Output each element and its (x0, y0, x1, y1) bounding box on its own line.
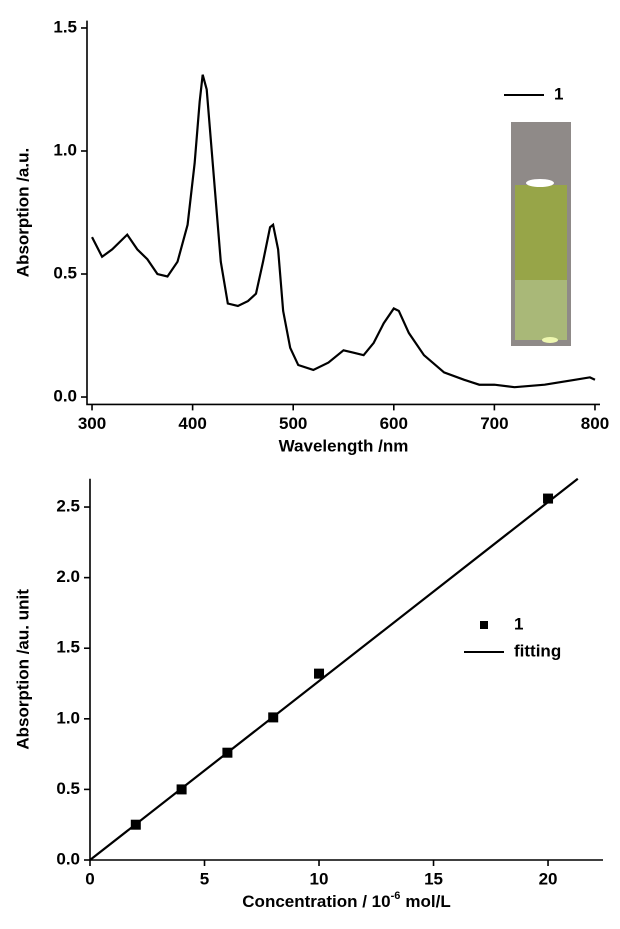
x-axis-label-unit: mol/L (405, 892, 450, 911)
x-axis-label: Concentration / 10-6 mol/L (242, 890, 450, 912)
legend-label: 1 (554, 84, 563, 103)
x-tick-label: 0 (85, 869, 94, 888)
axes (89, 478, 603, 861)
y-tick-label: 0.0 (53, 387, 77, 406)
y-tick-label: 0.5 (56, 779, 80, 798)
x-tick-label: 10 (310, 869, 329, 888)
y-tick-label: 1.0 (56, 708, 80, 727)
x-axis-label: Wavelength /nm (279, 437, 409, 456)
y-tick-label: 0.5 (53, 263, 77, 282)
y-axis-label: Absorption /au. unit (13, 589, 32, 750)
data-point (543, 493, 554, 504)
data-line (89, 477, 579, 861)
y-tick-label: 1.5 (53, 17, 77, 36)
x-tick-label: 300 (78, 414, 106, 433)
axes (86, 20, 600, 406)
x-tick-label: 800 (581, 414, 609, 433)
y-tick-label: 2.5 (56, 497, 80, 516)
inset-photo (511, 122, 571, 346)
y-axis-label: Absorption /a.u. (13, 148, 32, 277)
y-tick-label: 2.0 (56, 567, 80, 586)
legend-label: fitting (514, 641, 561, 660)
x-tick-label: 15 (424, 869, 443, 888)
x-axis-label-text: Wavelength /nm (279, 437, 409, 456)
legend-label: 1 (514, 614, 523, 633)
x-tick-label: 500 (279, 414, 307, 433)
y-tick-label: 1.5 (56, 638, 80, 657)
data-line (91, 74, 596, 389)
x-tick-label: 20 (539, 869, 558, 888)
y-tick-label: 1.0 (53, 140, 77, 159)
x-tick-label: 600 (380, 414, 408, 433)
y-tick-label: 0.0 (56, 849, 80, 868)
x-axis-label-exponent: -6 (391, 890, 401, 902)
x-tick-label: 700 (480, 414, 508, 433)
x-tick-label: 400 (178, 414, 206, 433)
legend-marker (480, 621, 488, 629)
x-axis-label-text: Concentration / 10 (242, 892, 390, 911)
x-tick-label: 5 (200, 869, 209, 888)
data-point (314, 668, 325, 679)
